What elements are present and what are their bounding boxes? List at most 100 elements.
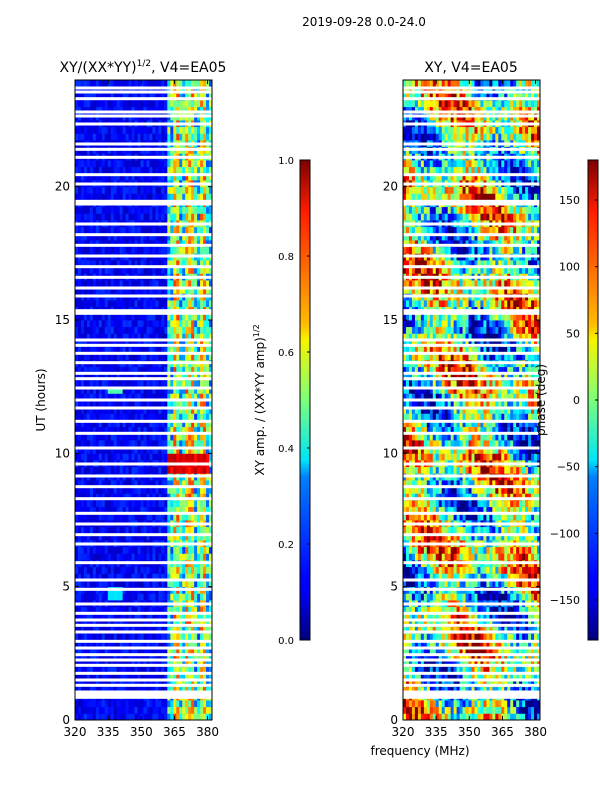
colorbar-tick-label: −100	[550, 527, 580, 540]
x-tick-label: 320	[64, 725, 87, 739]
flagged-row	[403, 203, 540, 206]
flagged-row	[75, 339, 212, 342]
flagged-row	[403, 352, 540, 355]
flagged-row	[75, 579, 212, 582]
flagged-row	[75, 312, 212, 315]
flagged-row	[75, 173, 212, 176]
flagged-row	[75, 361, 212, 364]
amplitude-panel-title: XY/(XX*YY)1/2, V4=EA05	[60, 59, 227, 76]
flagged-row	[403, 612, 540, 615]
flagged-row	[75, 223, 212, 226]
y-axis-label: UT (hours)	[34, 368, 48, 431]
flagged-row	[75, 123, 212, 126]
x-tick-label: 320	[392, 725, 415, 739]
y-tick-label: 5	[390, 580, 398, 594]
flagged-row	[75, 344, 212, 347]
flagged-row	[403, 387, 540, 390]
colorbar-tick-label: 150	[559, 194, 580, 207]
amplitude-colorbar-gradient	[300, 160, 310, 640]
colorbar-tick-label: 1.0	[278, 156, 294, 167]
flagged-row	[403, 97, 540, 100]
flagged-row	[75, 533, 212, 536]
flagged-row	[403, 653, 540, 656]
flagged-row	[75, 696, 212, 699]
y-tick-label: 20	[383, 180, 398, 194]
flagged-row	[75, 679, 212, 682]
flagged-row	[75, 684, 212, 687]
amplitude-colorbar: 0.00.20.40.60.81.0 XY amp. / (XX*YY amp)…	[252, 156, 310, 647]
flagged-row	[75, 233, 212, 236]
flagged-row	[75, 420, 212, 423]
flagged-row	[75, 244, 212, 247]
flagged-row	[75, 672, 212, 675]
y-tick-label: 0	[390, 713, 398, 727]
flagged-row	[75, 156, 212, 159]
flagged-row	[403, 543, 540, 546]
flagged-row	[403, 287, 540, 290]
y-tick-label: 15	[55, 313, 70, 327]
flagged-row	[403, 372, 540, 375]
colorbar-tick-label: 50	[566, 327, 580, 340]
flagged-row	[403, 143, 540, 146]
flagged-row	[403, 200, 540, 203]
flagged-row	[75, 653, 212, 656]
flagged-row	[75, 463, 212, 466]
flagged-row	[75, 485, 212, 488]
flagged-row	[75, 203, 212, 206]
flagged-row	[403, 432, 540, 435]
flagged-row	[75, 399, 212, 402]
flagged-row	[75, 693, 212, 696]
flagged-row	[75, 97, 212, 100]
flagged-row	[403, 344, 540, 347]
flagged-row	[403, 640, 540, 643]
flagged-row	[403, 183, 540, 186]
flagged-row	[403, 309, 540, 312]
flagged-row	[75, 475, 212, 478]
x-tick-label: 335	[425, 725, 448, 739]
y-tick-label: 15	[383, 313, 398, 327]
flagged-row	[75, 631, 212, 634]
flagged-row	[75, 432, 212, 435]
flagged-row	[403, 407, 540, 410]
flagged-row	[403, 684, 540, 687]
colorbar-tick-label: 0.6	[278, 348, 294, 359]
flagged-row	[403, 312, 540, 315]
flagged-row	[75, 664, 212, 667]
flagged-row	[75, 372, 212, 375]
flagged-row	[75, 619, 212, 622]
flagged-row	[75, 497, 212, 500]
flagged-row	[75, 603, 212, 606]
flagged-row	[403, 672, 540, 675]
flagged-row	[403, 447, 540, 450]
flagged-row	[403, 588, 540, 591]
flagged-row	[403, 696, 540, 699]
colorbar-tick-label: 0.2	[278, 540, 294, 551]
flagged-row	[403, 475, 540, 478]
flagged-row	[75, 265, 212, 268]
flagged-row	[75, 624, 212, 627]
flagged-row	[75, 87, 212, 90]
x-axis-label: frequency (MHz)	[370, 744, 469, 758]
flagged-row	[403, 631, 540, 634]
flagged-row	[403, 265, 540, 268]
flagged-row	[75, 276, 212, 279]
flagged-row	[403, 659, 540, 662]
flagged-row	[403, 156, 540, 159]
x-tick-label: 335	[97, 725, 120, 739]
flagged-row	[403, 420, 540, 423]
flagged-row	[75, 512, 212, 515]
flagged-row	[403, 679, 540, 682]
flagged-row	[403, 244, 540, 247]
colorbar-tick-label: −150	[550, 594, 580, 607]
flagged-row	[403, 233, 540, 236]
x-tick-label: 380	[196, 725, 219, 739]
flagged-row	[75, 447, 212, 450]
flagged-row	[75, 91, 212, 94]
flagged-row	[403, 485, 540, 488]
flagged-row	[403, 664, 540, 667]
colorbar-tick-label: 0.8	[278, 252, 294, 263]
flagged-row	[403, 111, 540, 114]
